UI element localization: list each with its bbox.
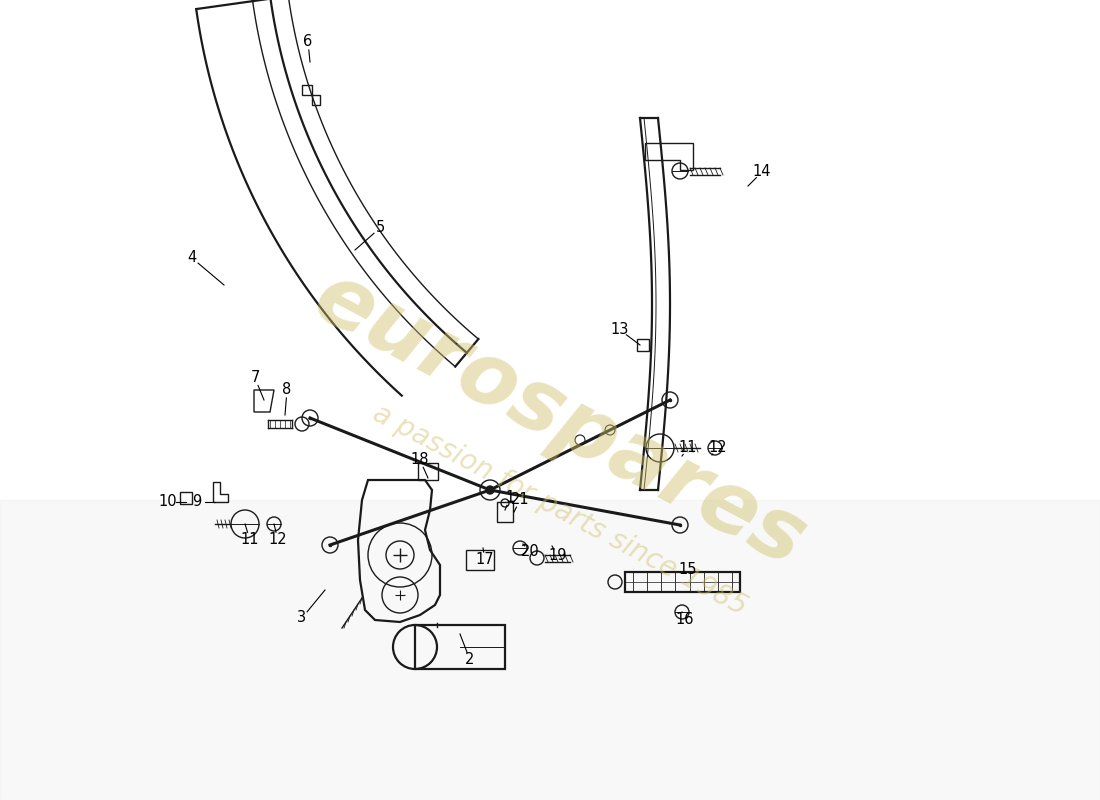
Text: 16: 16 bbox=[675, 613, 694, 627]
Text: 8: 8 bbox=[283, 382, 292, 398]
Text: 11: 11 bbox=[241, 533, 260, 547]
Text: 14: 14 bbox=[752, 165, 771, 179]
Text: 18: 18 bbox=[410, 453, 429, 467]
Text: eurospares: eurospares bbox=[300, 255, 820, 585]
Text: 7: 7 bbox=[251, 370, 260, 386]
Text: 15: 15 bbox=[679, 562, 697, 578]
Text: 21: 21 bbox=[510, 493, 529, 507]
Text: 12: 12 bbox=[268, 533, 287, 547]
Text: 9: 9 bbox=[192, 494, 201, 510]
Text: 20: 20 bbox=[520, 545, 539, 559]
Text: 4: 4 bbox=[187, 250, 197, 266]
Text: 2: 2 bbox=[465, 653, 475, 667]
Text: 17: 17 bbox=[475, 553, 494, 567]
Text: 1: 1 bbox=[505, 490, 515, 506]
Text: 5: 5 bbox=[375, 221, 385, 235]
Bar bbox=[637, 339, 649, 351]
Text: a passion for parts since 1985: a passion for parts since 1985 bbox=[368, 399, 751, 621]
Text: 3: 3 bbox=[297, 610, 307, 626]
Bar bbox=[625, 572, 740, 592]
Text: 12: 12 bbox=[708, 441, 727, 455]
Circle shape bbox=[486, 486, 494, 494]
Text: 10: 10 bbox=[158, 494, 177, 510]
Bar bbox=[415, 625, 505, 669]
Text: 13: 13 bbox=[610, 322, 629, 338]
Text: 11: 11 bbox=[679, 441, 697, 455]
Text: 19: 19 bbox=[549, 549, 568, 563]
Text: 6: 6 bbox=[304, 34, 312, 50]
